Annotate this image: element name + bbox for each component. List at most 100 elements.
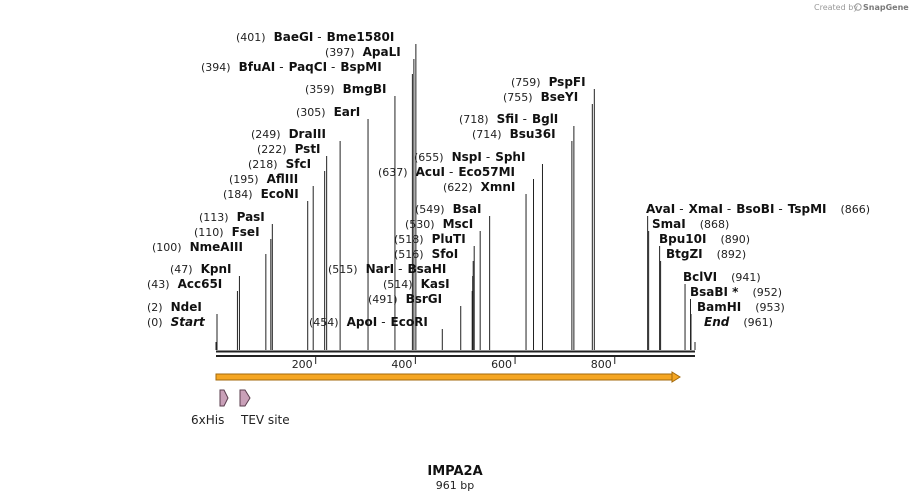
enzyme-name: XmnI	[481, 180, 516, 194]
enzyme-name: EcoRI	[391, 315, 428, 329]
restriction-site: (515) NarI - BsaHI	[328, 262, 474, 350]
enzyme-name: SfcI	[286, 157, 311, 171]
enzyme-name: BsaI	[453, 202, 482, 216]
restriction-site: End (961)	[694, 315, 773, 350]
site-position: (714)	[472, 128, 502, 141]
enzyme-name: BsaBI *	[690, 285, 739, 299]
site-position: (305)	[296, 106, 326, 119]
restriction-site: Bpu10I (890)	[659, 232, 750, 350]
site-position: (530)	[405, 218, 435, 231]
enzyme-name: AvaI	[646, 202, 675, 216]
site-position: (655)	[414, 151, 444, 164]
site-position: (218)	[248, 158, 278, 171]
site-separator: -	[727, 202, 731, 216]
restriction-site: (113) PasI	[199, 210, 273, 350]
site-separator: -	[449, 165, 453, 179]
restriction-site: (401) BaeGI - Bme1580I	[236, 30, 417, 350]
site-separator: -	[778, 202, 782, 216]
site-position: (622)	[443, 181, 473, 194]
restriction-site: (394) BfuAI - PaqCI - BspMI	[201, 60, 413, 350]
feature-label-6xhis: 6xHis	[191, 413, 224, 427]
site-separator: -	[381, 315, 385, 329]
restriction-site: BclVI (941)	[683, 270, 761, 350]
site-separator: -	[331, 60, 335, 74]
site-position: (518)	[394, 233, 424, 246]
feature-tev-site	[239, 389, 251, 407]
enzyme-name: SfiI	[497, 112, 519, 126]
site-position: (514)	[383, 278, 413, 291]
site-position: (755)	[503, 91, 533, 104]
enzyme-name: MscI	[443, 217, 474, 231]
site-position: (890)	[720, 233, 750, 246]
restriction-site: (454) ApoI - EcoRI	[309, 315, 443, 350]
credit-brand: SnapGene	[863, 3, 909, 12]
enzyme-name: BtgZI	[666, 247, 703, 261]
enzyme-name: End	[704, 315, 730, 329]
site-separator: -	[279, 60, 283, 74]
restriction-site: (0) Start	[147, 315, 217, 350]
restriction-site: (518) PluTI	[394, 232, 475, 350]
enzyme-name: PluTI	[432, 232, 466, 246]
enzyme-name: BaeGI	[274, 30, 314, 44]
restriction-site: (47) KpnI	[170, 262, 240, 350]
enzyme-name: SfoI	[432, 247, 459, 261]
enzyme-name: PaqCI	[289, 60, 327, 74]
credit-text: Created by	[814, 3, 858, 12]
restriction-site: (714) Bsu36I	[472, 127, 573, 350]
restriction-site: (110) FseI	[194, 225, 272, 350]
enzyme-name: EarI	[334, 105, 361, 119]
restriction-site: (2) NdeI	[147, 300, 218, 350]
restriction-site: (549) BsaI	[415, 202, 491, 350]
site-position: (941)	[731, 271, 761, 284]
site-position: (359)	[305, 83, 335, 96]
enzyme-name: SmaI	[652, 217, 686, 231]
enzyme-name: BfuAI	[239, 60, 276, 74]
enzyme-name: Bpu10I	[659, 232, 706, 246]
site-position: (47)	[170, 263, 193, 276]
tick-label: 800	[591, 358, 612, 371]
restriction-site: (359) BmgBI	[305, 82, 396, 350]
site-position: (868)	[700, 218, 730, 231]
restriction-site: (759) PspFI	[511, 75, 595, 350]
tick-label: 200	[292, 358, 313, 371]
site-position: (718)	[459, 113, 489, 126]
enzyme-name: KasI	[421, 277, 450, 291]
enzyme-name: Acc65I	[178, 277, 223, 291]
enzyme-name: DraIII	[289, 127, 326, 141]
restriction-site: (514) KasI	[383, 277, 473, 350]
restriction-site: (184) EcoNI	[223, 187, 309, 350]
restriction-site: (222) PstI	[257, 142, 328, 350]
restriction-site: AvaI - XmaI - BsoBI - TspMI (866)	[646, 202, 870, 350]
tick-label: 600	[491, 358, 512, 371]
site-position: (637)	[378, 166, 408, 179]
enzyme-name: BsrGI	[406, 292, 443, 306]
enzyme-name: NmeAIII	[190, 240, 243, 254]
enzyme-name: ApoI	[347, 315, 378, 329]
site-position: (961)	[743, 316, 773, 329]
site-position: (2)	[147, 301, 163, 314]
restriction-site: SmaI (868)	[648, 217, 730, 350]
restriction-site: (100) NmeAIII	[152, 240, 267, 350]
enzyme-name: PstI	[295, 142, 321, 156]
site-position: (491)	[368, 293, 398, 306]
enzyme-name: EcoNI	[261, 187, 299, 201]
site-position: (397)	[325, 46, 355, 59]
site-separator: -	[523, 112, 527, 126]
restriction-site: (530) MscI	[405, 217, 481, 350]
site-separator: -	[398, 262, 402, 276]
enzyme-name: Bme1580I	[327, 30, 395, 44]
site-separator: -	[679, 202, 683, 216]
map-length: 961 bp	[436, 479, 474, 492]
ruler-ticks: 200 400 600 800	[292, 357, 616, 371]
enzyme-name: BsoBI	[736, 202, 774, 216]
restriction-site: (218) SfcI	[248, 157, 326, 350]
snapgene-logo-icon	[854, 3, 862, 11]
site-position: (222)	[257, 143, 287, 156]
site-position: (394)	[201, 61, 231, 74]
enzyme-name: AcuI	[416, 165, 445, 179]
site-position: (249)	[251, 128, 281, 141]
enzyme-name: BamHI	[697, 300, 741, 314]
map-title: IMPA2A	[427, 464, 482, 479]
site-separator: -	[486, 150, 490, 164]
